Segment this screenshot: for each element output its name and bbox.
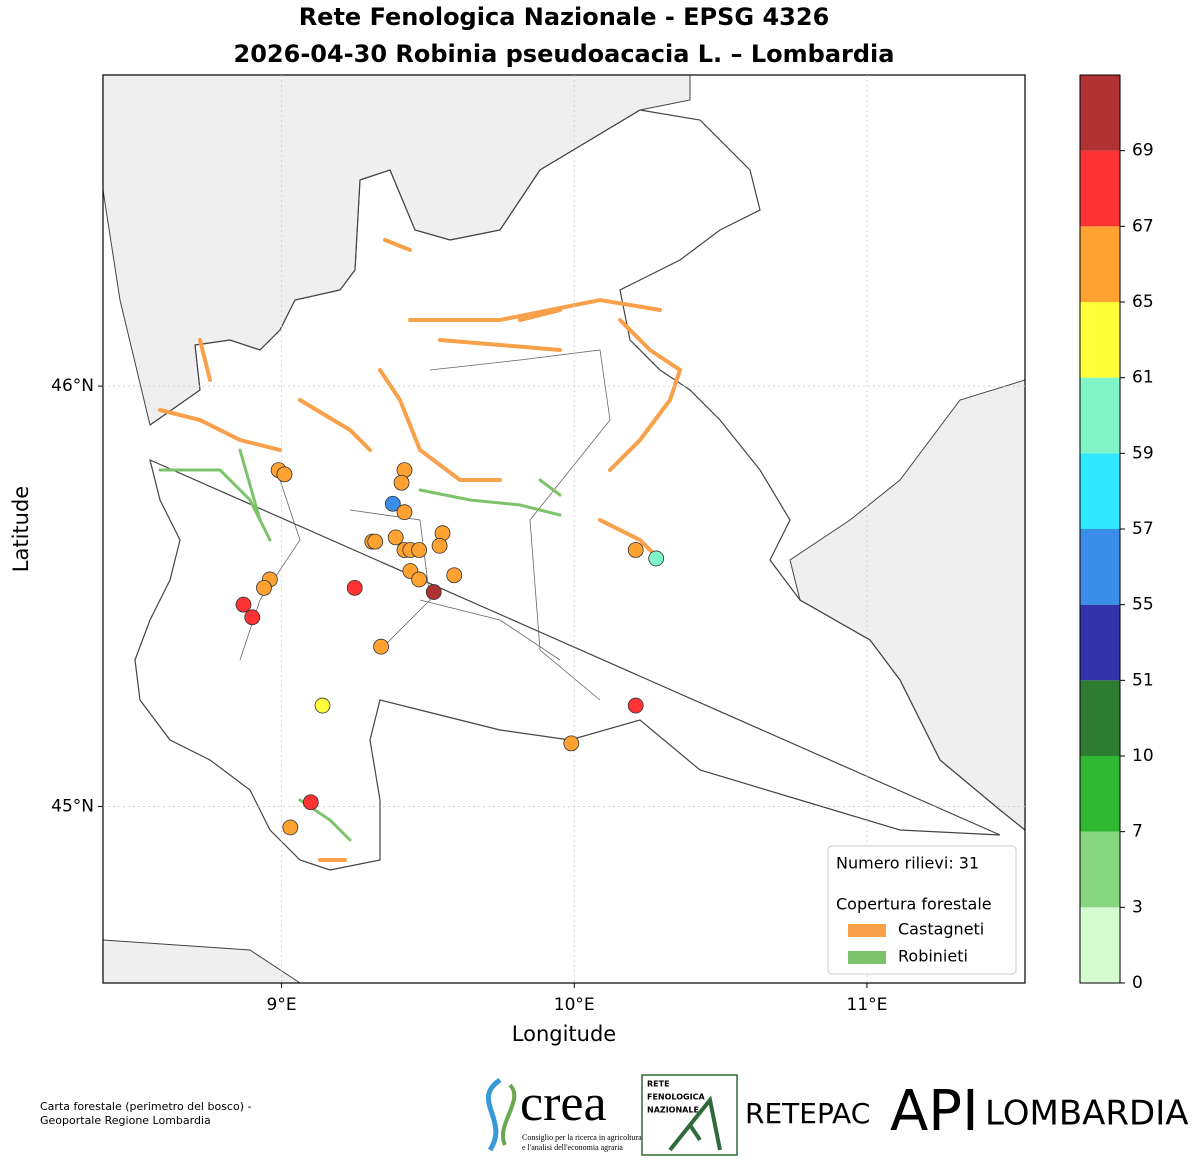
x-tick-label: 10°E	[554, 995, 595, 1015]
colorbar-tick-label: 59	[1132, 443, 1154, 463]
crea-icon	[501, 1083, 517, 1146]
observation-point	[373, 638, 389, 655]
chart-title: Rete Fenologica Nazionale - EPSG 4326	[299, 3, 830, 31]
observation-point	[282, 819, 299, 836]
legend: Numero rilievi: 31 Copertura forestale C…	[827, 845, 1017, 975]
observation-point	[387, 529, 404, 546]
crea-caption: Consiglio per la ricerca in agricoltura	[522, 1133, 642, 1142]
colorbar-tick-label: 10	[1132, 746, 1154, 766]
credit: Carta forestale (perimetro del bosco) -	[40, 1100, 251, 1113]
map	[102, 74, 1026, 984]
colorbar-segment	[1080, 377, 1120, 454]
colorbar-segment	[1080, 529, 1120, 605]
rfn-text: NAZIONALE	[647, 1106, 699, 1115]
colorbar-segment	[1080, 907, 1120, 983]
colorbar-segment	[1080, 756, 1120, 832]
forest-patches	[158, 238, 683, 862]
colorbar-segment	[1080, 226, 1120, 302]
x-axis-label: Longitude	[512, 1022, 616, 1046]
colorbar-segment	[1080, 831, 1120, 908]
legend-title: Copertura forestale	[836, 895, 992, 914]
colorbar-tick-label: 57	[1132, 519, 1154, 539]
colorbar-segment	[1080, 302, 1120, 378]
colorbar-tick-label: 51	[1132, 670, 1154, 690]
retepac-logo: RETEPAC	[745, 1097, 870, 1130]
logos: crea Consiglio per la ricerca in agricol…	[485, 1074, 1189, 1156]
observation-point	[563, 735, 580, 752]
observation-point	[235, 596, 252, 613]
colorbar-tick-label: 67	[1132, 216, 1154, 236]
credit: Geoportale Regione Lombardia	[40, 1114, 211, 1127]
colorbar-tick-label: 55	[1132, 595, 1154, 615]
observation-point	[314, 697, 331, 714]
observation-point	[302, 794, 319, 811]
colorbar-segment	[1080, 453, 1120, 529]
rfn-logo	[641, 1074, 738, 1156]
observation-point	[425, 584, 442, 600]
observation-point	[346, 579, 363, 596]
observation-point	[256, 579, 272, 596]
colorbar-segment	[1080, 75, 1120, 151]
lombardia-logo: LOMBARDIA	[985, 1094, 1189, 1134]
region-outline	[134, 109, 1026, 871]
colorbar-segment	[1080, 680, 1120, 756]
rfn-tree	[668, 1095, 722, 1152]
crea-icon	[485, 1077, 502, 1152]
observation-point	[396, 504, 413, 521]
y-axis-label: Latitude	[9, 486, 33, 572]
colorbar-frame	[1079, 74, 1121, 984]
observation-point	[648, 550, 665, 567]
plot-frame	[102, 74, 1026, 984]
observation-point	[627, 697, 644, 714]
observation-point	[411, 571, 428, 588]
province-borders	[239, 349, 611, 701]
observation-point	[411, 542, 428, 558]
observation-point	[367, 533, 384, 550]
observation-point	[244, 609, 261, 626]
colorbar-tick-label: 69	[1132, 141, 1154, 161]
legend-count: Numero rilievi: 31	[836, 854, 979, 873]
rfn-text: FENOLOGICA	[647, 1093, 705, 1102]
observation-point	[384, 495, 401, 512]
chart-subtitle: 2026-04-30 Robinia pseudoacacia L. – Lom…	[234, 40, 895, 68]
colorbar-tick-label: 3	[1132, 897, 1143, 917]
legend-label: Castagneti	[898, 920, 984, 939]
api-logo: API	[890, 1079, 979, 1144]
observation-point	[276, 466, 293, 483]
y-tick-label: 46°N	[51, 376, 94, 396]
crea-logo: crea	[520, 1075, 607, 1132]
observation-point	[431, 537, 448, 554]
legend-swatch	[848, 924, 886, 937]
colorbar-tick-label: 65	[1132, 292, 1154, 312]
observation-point	[446, 567, 463, 584]
rfn-text: RETE	[647, 1080, 670, 1089]
legend-label: Robinieti	[898, 947, 968, 966]
y-tick-label: 45°N	[51, 796, 94, 816]
colorbar-segment	[1080, 150, 1120, 227]
colorbar-tick-label: 7	[1132, 822, 1143, 842]
observation-point	[627, 542, 644, 558]
x-tick-label: 11°E	[847, 995, 888, 1015]
legend-box	[827, 845, 1017, 975]
observation-point	[393, 474, 410, 491]
crea-caption: e l'analisi dell'economia agraria	[522, 1143, 623, 1152]
colorbar-tick-label: 61	[1132, 368, 1154, 388]
colorbar-segment	[1080, 604, 1120, 681]
legend-swatch	[848, 951, 886, 964]
colorbar-tick-label: 0	[1132, 973, 1143, 993]
x-tick-label: 9°E	[267, 995, 297, 1015]
